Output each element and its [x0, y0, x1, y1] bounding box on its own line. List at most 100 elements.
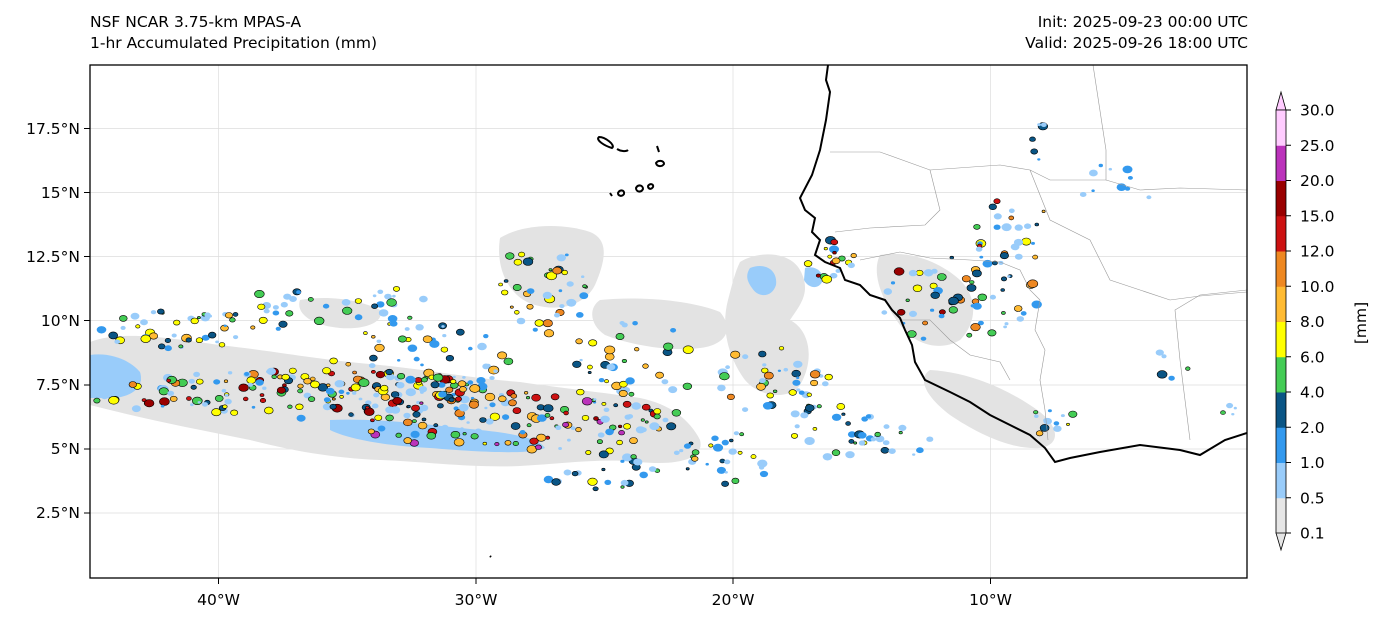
precip-cell	[419, 401, 424, 405]
lightblue-senegal	[804, 267, 823, 288]
precip-cell	[666, 422, 677, 431]
precip-cell	[920, 336, 927, 341]
precip-cell	[370, 418, 375, 423]
precip-cell	[276, 386, 286, 394]
precip-cell	[526, 303, 534, 310]
precip-cell	[1000, 276, 1007, 282]
precip-cell	[845, 451, 855, 459]
precip-cell	[875, 435, 885, 443]
precip-cell	[977, 320, 984, 326]
precip-cell	[322, 367, 331, 375]
precip-cell	[1040, 122, 1047, 128]
precip-cell	[250, 325, 256, 330]
precip-cell	[419, 404, 429, 412]
precip-cell	[489, 412, 501, 421]
precip-cell	[827, 254, 833, 259]
precip-cell	[377, 425, 386, 432]
precip-cell	[1161, 354, 1167, 359]
precip-cell	[367, 428, 375, 435]
precip-cell	[329, 403, 337, 410]
precip-cell	[378, 309, 389, 317]
precip-cell	[386, 298, 397, 307]
precip-cell	[585, 450, 592, 455]
precip-cell	[221, 388, 227, 393]
precip-cell	[888, 448, 896, 454]
precip-cell	[190, 384, 197, 390]
precip-cell	[562, 422, 569, 428]
colorbar-segment	[1276, 427, 1286, 463]
precip-cell	[841, 412, 846, 416]
precip-cell	[1122, 165, 1133, 174]
precip-cell	[497, 351, 508, 360]
precip-cell	[1233, 406, 1237, 410]
precip-cell	[970, 323, 981, 332]
precip-cell	[387, 315, 398, 323]
precip-cell	[581, 397, 593, 406]
precip-cell	[1020, 311, 1027, 316]
precip-cell	[397, 373, 406, 380]
precip-cell	[229, 317, 236, 323]
precip-cell	[346, 391, 350, 395]
precip-cell	[255, 379, 264, 386]
precip-cell	[620, 485, 625, 489]
precip-cell	[453, 438, 465, 447]
precip-cell	[1098, 163, 1104, 168]
precip-cell	[716, 466, 727, 474]
precip-cell	[581, 414, 590, 421]
longitude-axis: 40°W 30°W 20°W 10°W	[197, 578, 1012, 609]
map-header-right: Init: 2025-09-23 00:00 UTC Valid: 2025-0…	[1025, 12, 1248, 54]
precip-cell	[173, 319, 181, 326]
precip-cell	[213, 379, 221, 385]
precip-cell	[625, 377, 635, 385]
precip-cell	[633, 458, 643, 466]
precip-cell	[870, 437, 877, 442]
precip-cell	[96, 326, 107, 334]
lat-tick-label: 10°N	[41, 312, 80, 330]
precip-cell	[218, 342, 226, 348]
colorbar-segment	[1276, 251, 1286, 287]
precip-cell	[501, 289, 509, 296]
precip-cell	[929, 282, 938, 290]
border-cote-divoire-west	[1034, 299, 1049, 441]
precip-cell	[202, 402, 208, 407]
precip-cell	[936, 273, 947, 281]
precip-cell	[1091, 189, 1095, 192]
precip-cell	[190, 403, 194, 407]
precip-cell	[601, 401, 607, 406]
precip-cell	[420, 363, 424, 367]
precip-cell	[430, 381, 440, 389]
precip-cell	[719, 372, 730, 381]
precip-cell	[634, 347, 640, 352]
precip-cell	[909, 310, 917, 317]
precip-cell	[280, 301, 288, 308]
precip-cell	[717, 384, 726, 392]
precip-cell	[131, 405, 141, 413]
precip-cell	[532, 327, 538, 332]
shield-north	[499, 226, 604, 308]
precip-cell	[130, 312, 140, 320]
precip-cell	[460, 427, 464, 430]
st-peter-paul-rocks	[489, 555, 492, 558]
precip-cell	[916, 447, 924, 454]
precip-cell	[575, 427, 582, 433]
precip-cell	[552, 266, 563, 275]
precip-cell	[575, 338, 583, 345]
precip-cell	[1029, 136, 1036, 142]
precip-cell	[794, 424, 800, 429]
precip-cell	[890, 281, 896, 285]
precip-cell	[281, 373, 290, 381]
precip-cell	[993, 198, 1001, 204]
precip-cell	[403, 437, 412, 444]
precip-cell	[742, 407, 749, 412]
precip-cell	[264, 406, 274, 415]
precip-cell	[620, 479, 629, 486]
precip-cell	[926, 436, 934, 442]
precip-cell	[791, 369, 801, 378]
precip-cell	[987, 329, 997, 337]
precip-cell	[322, 403, 332, 411]
precip-cell	[631, 402, 641, 410]
precip-cell	[288, 367, 297, 374]
precip-cell	[632, 321, 638, 326]
precip-cell	[1014, 253, 1023, 260]
precip-cell	[618, 389, 628, 397]
